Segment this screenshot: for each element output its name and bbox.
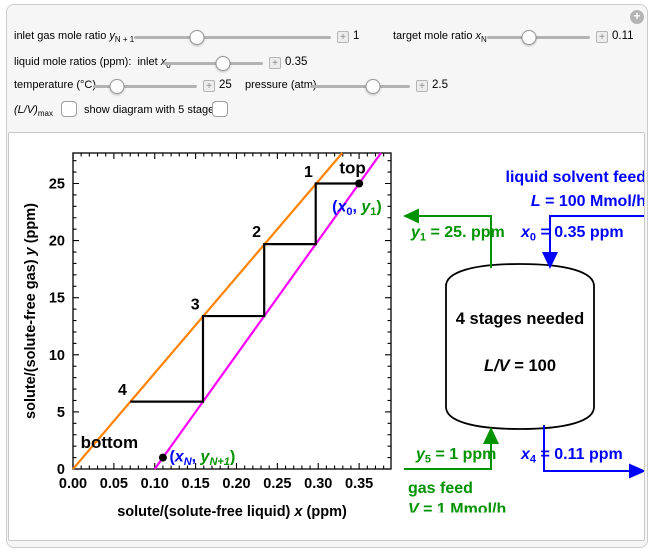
y-tick-label: 15: [49, 291, 65, 307]
temperature-value: 25: [219, 79, 232, 91]
y-tick-label: 20: [49, 234, 65, 250]
slider-open-input-button[interactable]: +: [416, 80, 428, 92]
pressure-label: pressure (atm): [245, 79, 317, 91]
slider-thumb[interactable]: [521, 30, 537, 45]
target-mole-ratio-label: target mole ratio xN: [393, 30, 487, 45]
slider-thumb[interactable]: [189, 30, 205, 45]
data-point: [355, 179, 364, 188]
gas-feed-line: [404, 443, 492, 470]
slider-open-input-button[interactable]: +: [596, 31, 608, 43]
stage-number-label: 4: [118, 382, 127, 399]
gas-feed-rate: V = 1 Mmol/h: [408, 501, 506, 518]
slider-thumb[interactable]: [109, 79, 125, 94]
gas-outlet-arrowhead: [403, 208, 419, 224]
lv-max-label: (L/V)max: [14, 104, 53, 119]
plot-frame: [72, 152, 392, 470]
operating-line: [153, 152, 382, 470]
liquid-feed-rate: L = 100 Mmol/h: [531, 193, 645, 210]
x-axis-title: solute/(solute-free liquid) x (ppm): [117, 504, 347, 520]
stages-needed-text: 4 stages needed: [456, 310, 584, 328]
x-tick-label: 0.30: [304, 476, 332, 492]
slider-track[interactable]: [487, 36, 590, 39]
target-mole-ratio-slider[interactable]: [487, 30, 590, 45]
liquid-feed-title: liquid solvent feed: [506, 169, 645, 186]
lv-max-checkbox[interactable]: [61, 101, 77, 117]
x-tick-label: 0.10: [141, 476, 169, 492]
gas-feed-arrowhead: [483, 427, 499, 444]
temperature-label: temperature (°C): [14, 79, 97, 91]
x-tick-label: 0.05: [100, 476, 128, 492]
y-tick-label: 25: [49, 176, 65, 192]
liquid-outlet-line: [543, 425, 630, 472]
inlet-liquid-mole-ratio-label: liquid mole ratios (ppm): inlet x0: [14, 56, 171, 71]
slider-track[interactable]: [310, 85, 410, 88]
absorption-column-vessel: [445, 263, 595, 430]
slider-open-input-button[interactable]: +: [203, 80, 215, 92]
graphics-area: 0.00 0.05 0.10 0.15 0.20 0.25 0.30 0.35 0 5 10 15 20…: [8, 132, 645, 541]
point-coordinate-label: (x0, y1): [332, 198, 382, 218]
slider-open-input-button[interactable]: +: [337, 31, 349, 43]
slider-track[interactable]: [134, 36, 331, 39]
x-tick-label: 0.35: [345, 476, 373, 492]
target-mole-ratio-value: 0.11: [612, 30, 634, 42]
plot-annotation: top: [339, 159, 365, 178]
slider-thumb[interactable]: [215, 56, 231, 71]
data-point: [158, 453, 167, 462]
stage-number-label: 3: [191, 297, 200, 314]
temperature-slider[interactable]: [93, 79, 197, 94]
inlet-liquid-mole-ratio-value: 0.35: [285, 56, 308, 68]
inlet-gas-mole-ratio-value: 1: [353, 30, 360, 42]
lv-ratio-text: L/V = 100: [484, 357, 556, 375]
y-axis-title: solute/(solute-free gas) y (ppm): [23, 203, 39, 419]
x-tick-label: 0.00: [59, 476, 87, 492]
column-diagram: liquid solvent feed L = 100 Mmol/h x0 = …: [403, 169, 645, 518]
x-tick-label: 0.20: [222, 476, 250, 492]
stage-staircase: [130, 182, 360, 403]
absorption-graphic: 0.00 0.05 0.10 0.15 0.20 0.25 0.30 0.35 0 5 10 15 20…: [23, 152, 645, 520]
gas-outlet-line: [418, 215, 492, 268]
slider-track[interactable]: [163, 62, 263, 65]
gas-feed-title: gas feed: [408, 480, 473, 497]
gas-outlet-y1-label: y1 = 25. ppm: [410, 224, 505, 244]
x-tick-label: 0.25: [263, 476, 291, 492]
slider-track[interactable]: [93, 85, 197, 88]
liquid-outlet-x4-label: x4 = 0.11 ppm: [520, 446, 623, 466]
equilibrium-line: [72, 152, 344, 470]
inlet-gas-mole-ratio-label: inlet gas mole ratio yN + 1: [14, 30, 135, 45]
xy-plot: 0.00 0.05 0.10 0.15 0.20 0.25 0.30 0.35 0 5 10 15 20…: [49, 152, 392, 492]
pressure-value: 2.5: [432, 79, 448, 91]
stage-number-label: 2: [252, 224, 261, 241]
liquid-feed-arrowhead: [542, 252, 558, 269]
inlet-gas-mole-ratio-slider[interactable]: [134, 30, 331, 45]
y-tick-label: 5: [57, 405, 65, 421]
show-5-stages-checkbox[interactable]: [212, 101, 228, 117]
slider-thumb[interactable]: [365, 79, 381, 94]
inlet-liquid-mole-ratio-slider[interactable]: [163, 56, 263, 71]
x-tick-label: 0.15: [182, 476, 210, 492]
y-tick-label: 10: [49, 348, 65, 364]
slider-open-input-button[interactable]: +: [269, 57, 281, 69]
gas-feed-y5-label: y5 = 1 ppm: [415, 446, 496, 466]
expand-button[interactable]: +: [630, 10, 644, 24]
liquid-outlet-arrowhead: [629, 463, 644, 479]
y-tick-label: 0: [57, 462, 65, 478]
liquid-feed-line: [549, 215, 644, 255]
pressure-slider[interactable]: [310, 79, 410, 94]
stage-number-label: 1: [304, 164, 313, 181]
liquid-feed-x0-label: x0 = 0.35 ppm: [520, 224, 624, 244]
plot-annotation: bottom: [81, 433, 139, 452]
point-coordinate-label: (xN, yN+1): [169, 448, 235, 468]
show-5-stages-label: show diagram with 5 stages: [84, 104, 220, 116]
